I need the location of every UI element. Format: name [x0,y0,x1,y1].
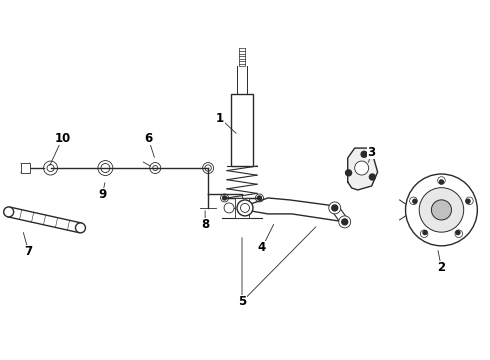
Text: 4: 4 [258,241,266,254]
Text: 9: 9 [98,188,106,202]
Text: 2: 2 [438,261,445,274]
Circle shape [406,174,477,246]
Text: 6: 6 [144,132,152,145]
Text: 8: 8 [201,219,209,231]
Bar [231,94,253,166]
Polygon shape [348,148,378,190]
Circle shape [456,230,460,235]
Circle shape [332,205,338,211]
Text: 5: 5 [238,295,246,308]
Text: 3: 3 [368,145,376,158]
Circle shape [345,170,351,176]
Circle shape [237,200,253,216]
Circle shape [420,230,428,238]
Circle shape [222,196,226,200]
Circle shape [257,196,262,200]
Text: 1: 1 [216,112,224,125]
Bar [21,163,29,173]
Circle shape [413,199,417,203]
Circle shape [4,207,14,217]
Circle shape [438,177,445,184]
Circle shape [339,216,351,228]
Circle shape [241,203,249,212]
Bar [235,198,249,218]
Circle shape [466,197,473,204]
Circle shape [466,199,470,203]
Circle shape [440,180,443,184]
Circle shape [342,219,348,225]
Circle shape [224,203,234,213]
Circle shape [369,174,375,180]
Circle shape [75,223,85,233]
Circle shape [355,161,368,175]
Circle shape [361,151,367,157]
Circle shape [455,230,463,238]
Circle shape [410,197,417,204]
Polygon shape [7,207,81,233]
Circle shape [431,200,451,220]
Text: 7: 7 [24,245,33,258]
Circle shape [419,188,464,232]
Text: 10: 10 [54,132,71,145]
Circle shape [329,202,341,214]
Circle shape [423,230,427,235]
